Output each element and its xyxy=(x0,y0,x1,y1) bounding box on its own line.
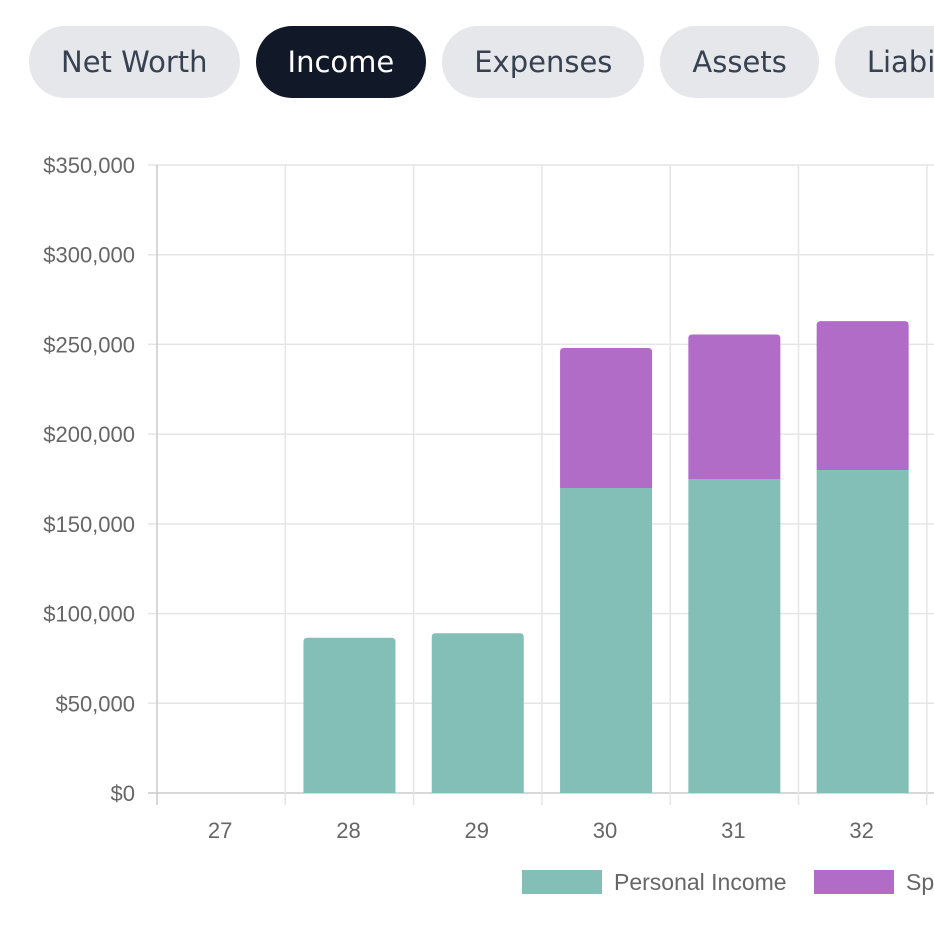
legend-swatch-spouse[interactable] xyxy=(814,870,894,894)
tab-net-worth[interactable]: Net Worth xyxy=(29,26,240,98)
legend-label-spouse[interactable]: Sp xyxy=(906,869,934,895)
y-tick-label: $150,000 xyxy=(43,512,135,537)
x-tick-label: 28 xyxy=(336,818,360,843)
y-tick-label: $0 xyxy=(111,781,135,806)
y-tick-label: $250,000 xyxy=(43,332,135,357)
x-tick-label: 30 xyxy=(593,818,617,843)
legend-swatch-personal-income[interactable] xyxy=(522,870,602,894)
category-tabs: Net Worth Income Expenses Assets Liabili… xyxy=(29,26,934,98)
bar-personal-income[interactable] xyxy=(431,633,524,793)
bar-personal-income[interactable] xyxy=(560,487,653,793)
bar-personal-income[interactable] xyxy=(816,470,909,793)
x-tick-label: 29 xyxy=(465,818,489,843)
tab-liabilities[interactable]: Liabilities xyxy=(834,26,934,98)
bar-personal-income[interactable] xyxy=(688,479,781,793)
tab-assets[interactable]: Assets xyxy=(660,26,819,98)
bar-spouse-income[interactable] xyxy=(688,334,781,479)
y-tick-label: $350,000 xyxy=(43,153,135,178)
bar-personal-income[interactable] xyxy=(303,637,396,793)
chart-grid xyxy=(148,164,934,805)
y-tick-label: $100,000 xyxy=(43,602,135,627)
x-tick-label: 27 xyxy=(208,818,232,843)
bar-spouse-income[interactable] xyxy=(560,348,653,488)
tab-income[interactable]: Income xyxy=(255,26,427,98)
y-tick-label: $300,000 xyxy=(43,243,135,268)
y-axis-labels: $0 $50,000 $100,000 $150,000 $200,000 $250,00… xyxy=(43,153,135,806)
y-tick-label: $200,000 xyxy=(43,422,135,447)
income-bar-chart: $0 $50,000 $100,000 $150,000 $200,000 $250,00… xyxy=(43,153,934,895)
y-tick-label: $50,000 xyxy=(55,691,135,716)
chart-bars xyxy=(303,321,909,793)
x-axis-labels: 27 28 29 30 31 32 xyxy=(208,818,874,843)
legend-label-personal-income[interactable]: Personal Income xyxy=(614,869,787,895)
x-tick-label: 31 xyxy=(721,818,745,843)
bar-spouse-income[interactable] xyxy=(816,321,909,471)
tab-expenses[interactable]: Expenses xyxy=(442,26,645,98)
x-tick-label: 32 xyxy=(849,818,873,843)
chart-legend: Personal Income Sp xyxy=(522,869,934,895)
